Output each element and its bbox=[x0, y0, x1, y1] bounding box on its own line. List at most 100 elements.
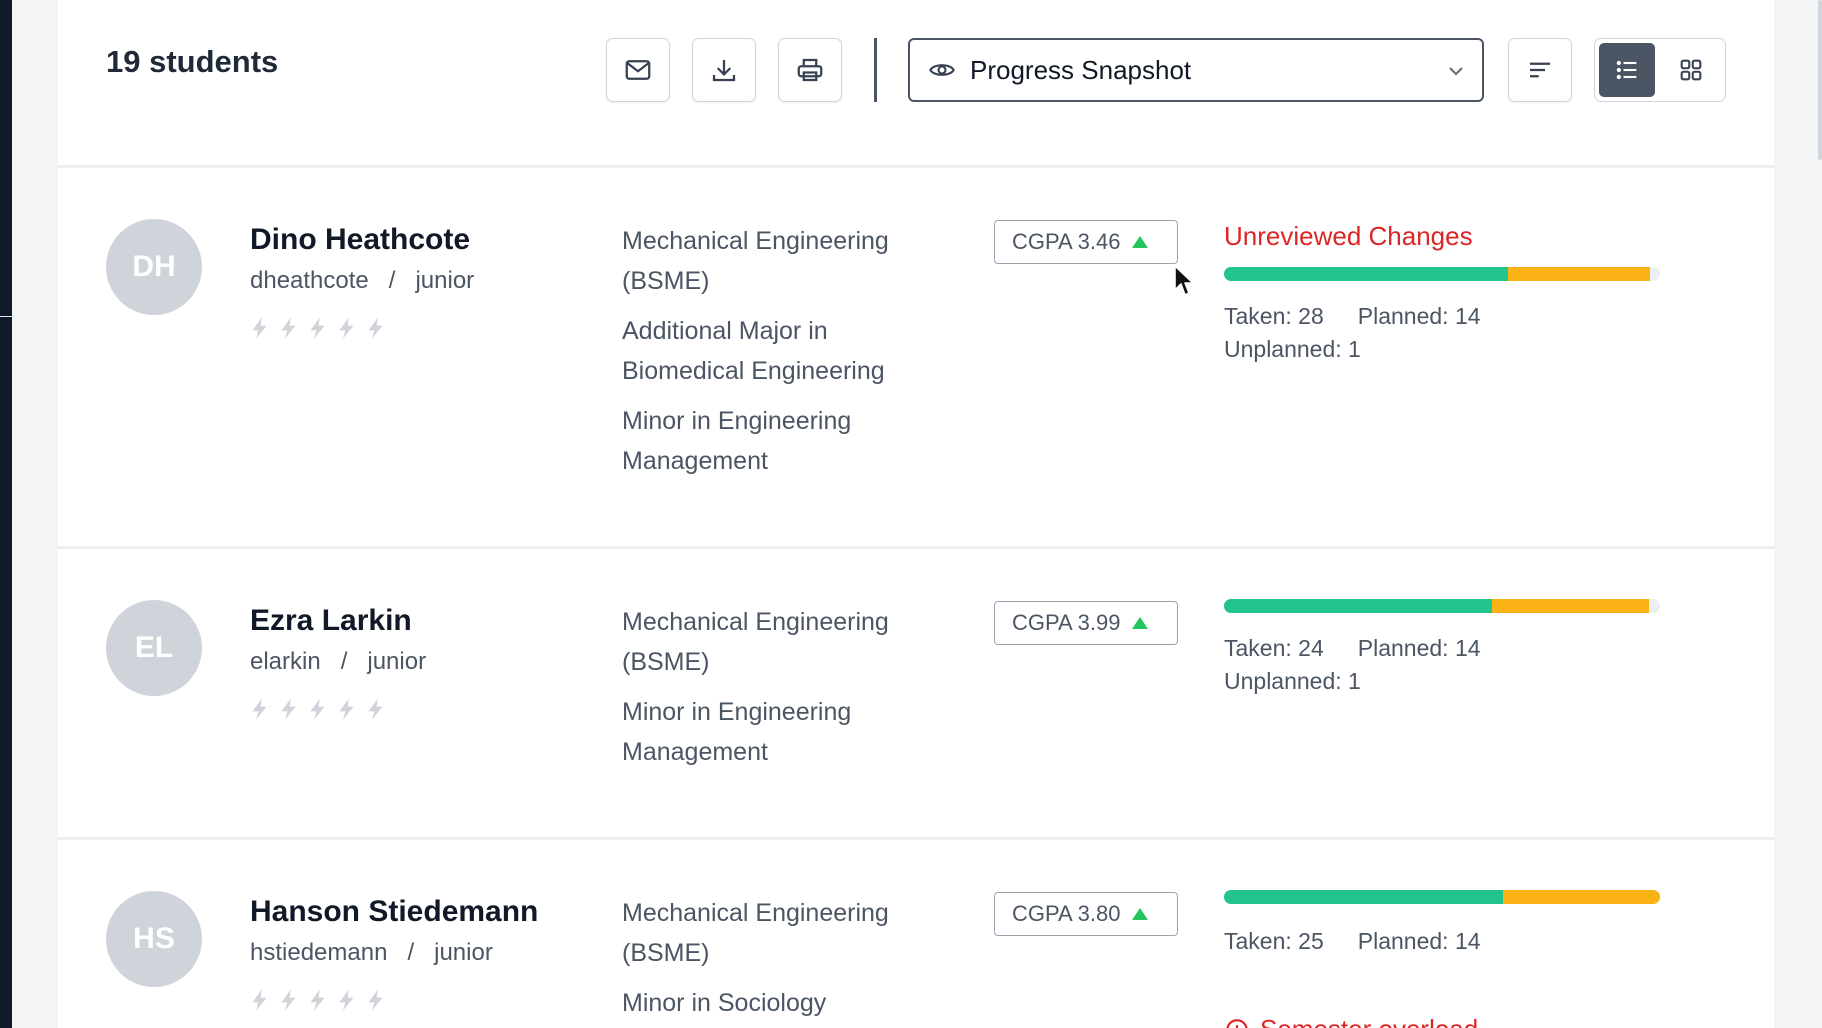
cgpa-value: CGPA 3.80 bbox=[1012, 901, 1121, 926]
student-name[interactable]: Ezra Larkin bbox=[250, 604, 412, 637]
bolt-icon bbox=[281, 317, 296, 339]
alert-label: Semester overload bbox=[1260, 1014, 1478, 1028]
bolt-icon bbox=[281, 698, 296, 720]
student-name[interactable]: Dino Heathcote bbox=[250, 223, 471, 256]
bolt-icon bbox=[339, 317, 354, 339]
grid-view-button[interactable] bbox=[1663, 43, 1719, 97]
taken-count: Taken: 25 bbox=[1224, 928, 1324, 954]
email-button[interactable] bbox=[606, 38, 670, 102]
credit-stats: Taken: 25 Planned: 14 bbox=[1224, 925, 1481, 958]
bolt-icon bbox=[252, 317, 267, 339]
trend-up-icon bbox=[1132, 617, 1149, 629]
credit-stats: Taken: 28 Planned: 14 Unplanned: 1 bbox=[1224, 300, 1481, 366]
program-item: Minor in Engineering Management bbox=[622, 698, 852, 766]
program-item: Minor in Engineering Management bbox=[622, 407, 852, 475]
list-view-button[interactable] bbox=[1599, 43, 1655, 97]
planned-segment bbox=[1492, 599, 1649, 613]
planned-count: Planned: 14 bbox=[1357, 928, 1481, 954]
avatar: DH bbox=[106, 219, 202, 315]
cgpa-badge: CGPA 3.80 bbox=[994, 892, 1178, 936]
mouse-cursor-icon bbox=[1174, 265, 1194, 296]
planned-count: Planned: 14 bbox=[1357, 303, 1481, 329]
view-toggle bbox=[1594, 38, 1726, 102]
student-row[interactable]: DH Dino Heathcote dheathcote / junior Mech… bbox=[58, 171, 1774, 549]
chevron-down-icon bbox=[1449, 67, 1463, 76]
alert-label: Unreviewed Changes bbox=[1224, 221, 1473, 251]
rating-bolts[interactable] bbox=[250, 316, 385, 340]
program-item: Mechanical Engineering (BSME) bbox=[622, 227, 889, 295]
program-list: Mechanical Engineering (BSME) Minor in S… bbox=[622, 893, 942, 1028]
taken-segment bbox=[1224, 890, 1504, 904]
program-item: Additional Major in Biomedical Engineeri… bbox=[622, 317, 885, 385]
bolt-icon bbox=[281, 989, 296, 1011]
scrollbar-thumb[interactable] bbox=[1818, 0, 1822, 160]
trend-up-icon bbox=[1132, 236, 1149, 248]
student-username: elarkin bbox=[250, 648, 321, 675]
bolt-icon bbox=[310, 698, 325, 720]
cgpa-value: CGPA 3.99 bbox=[1012, 610, 1121, 635]
rating-bolts[interactable] bbox=[250, 988, 385, 1012]
student-name[interactable]: Hanson Stiedemann bbox=[250, 895, 539, 928]
student-count: 19 students bbox=[106, 44, 279, 79]
eye-icon bbox=[929, 64, 955, 76]
program-item: Mechanical Engineering (BSME) bbox=[622, 899, 889, 967]
avatar: HS bbox=[106, 891, 202, 987]
progress-bar bbox=[1224, 890, 1660, 904]
bolt-icon bbox=[310, 317, 325, 339]
print-button[interactable] bbox=[778, 38, 842, 102]
planned-count: Planned: 14 bbox=[1357, 635, 1481, 661]
mail-icon bbox=[625, 60, 651, 80]
edge-tick bbox=[0, 316, 12, 317]
bolt-icon bbox=[339, 698, 354, 720]
list-icon bbox=[1616, 60, 1637, 80]
students-panel: 19 students Progress Snapshot bbox=[58, 0, 1774, 1028]
student-meta: hstiedemann / junior bbox=[250, 939, 493, 967]
progress-bar bbox=[1224, 267, 1660, 281]
taken-segment bbox=[1224, 599, 1493, 613]
student-row[interactable]: HS Hanson Stiedemann hstiedemann / junior … bbox=[58, 843, 1774, 1028]
cgpa-badge: CGPA 3.99 bbox=[994, 601, 1178, 645]
download-button[interactable] bbox=[692, 38, 756, 102]
alert-circle-icon bbox=[1226, 1018, 1248, 1028]
bolt-icon bbox=[252, 989, 267, 1011]
unplanned-count: Unplanned: 1 bbox=[1224, 336, 1361, 362]
student-username: dheathcote bbox=[250, 267, 369, 294]
taken-count: Taken: 28 bbox=[1224, 303, 1324, 329]
rating-bolts[interactable] bbox=[250, 697, 385, 721]
student-row[interactable]: EL Ezra Larkin elarkin / junior Mechanical… bbox=[58, 552, 1774, 840]
grid-icon bbox=[1680, 59, 1702, 81]
credit-stats: Taken: 24 Planned: 14 Unplanned: 1 bbox=[1224, 632, 1481, 698]
sort-button[interactable] bbox=[1508, 38, 1572, 102]
meta-separator: / bbox=[340, 648, 348, 675]
program-list: Mechanical Engineering (BSME) Minor in E… bbox=[622, 602, 942, 782]
student-year: junior bbox=[434, 939, 493, 966]
program-item: Mechanical Engineering (BSME) bbox=[622, 608, 889, 676]
trend-up-icon bbox=[1132, 908, 1149, 920]
alert-text[interactable]: Unreviewed Changes bbox=[1224, 221, 1473, 252]
view-select-value: Progress Snapshot bbox=[970, 54, 1192, 85]
bolt-icon bbox=[368, 698, 383, 720]
cgpa-badge: CGPA 3.46 bbox=[994, 220, 1178, 264]
left-edge-bar bbox=[0, 0, 12, 1028]
student-year: junior bbox=[367, 648, 427, 675]
view-select[interactable]: Progress Snapshot bbox=[908, 38, 1484, 102]
meta-separator: / bbox=[407, 939, 415, 966]
sort-icon bbox=[1530, 62, 1550, 78]
list-toolbar: 19 students Progress Snapshot bbox=[58, 0, 1774, 168]
student-meta: elarkin / junior bbox=[250, 648, 426, 676]
student-username: hstiedemann bbox=[250, 939, 388, 966]
meta-separator: / bbox=[388, 267, 396, 294]
bolt-icon bbox=[368, 317, 383, 339]
progress-bar bbox=[1224, 599, 1660, 613]
print-icon bbox=[797, 58, 823, 82]
planned-segment bbox=[1507, 267, 1650, 281]
taken-count: Taken: 24 bbox=[1224, 635, 1324, 661]
bolt-icon bbox=[368, 989, 383, 1011]
bolt-icon bbox=[252, 698, 267, 720]
program-item: Minor in Sociology bbox=[622, 989, 827, 1017]
overload-warning[interactable]: Semester overload bbox=[1224, 1014, 1478, 1028]
student-meta: dheathcote / junior bbox=[250, 267, 474, 295]
student-year: junior bbox=[415, 267, 475, 294]
download-icon bbox=[712, 60, 736, 82]
cgpa-value: CGPA 3.46 bbox=[1012, 229, 1121, 254]
